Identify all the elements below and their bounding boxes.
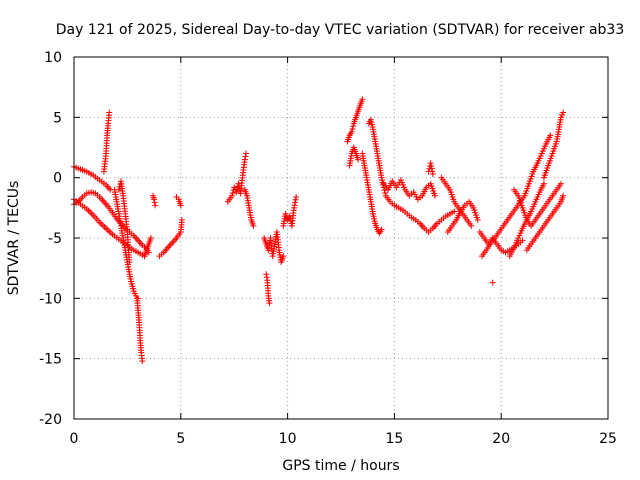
data-point — [139, 358, 146, 365]
y-axis-title: SDTVAR / TECUs — [6, 181, 22, 296]
data-point — [242, 150, 249, 157]
data-point — [126, 259, 133, 266]
data-point — [241, 156, 248, 163]
data-point — [382, 189, 389, 196]
data-point — [292, 199, 299, 206]
y-tick-label: -5 — [48, 231, 62, 247]
data-point — [151, 196, 158, 203]
y-tick-label: -15 — [39, 352, 62, 368]
y-tick-label: 0 — [53, 171, 62, 187]
chart-title: Day 121 of 2025, Sidereal Day-to-day VTE… — [56, 22, 625, 38]
data-point — [266, 300, 273, 307]
data-point — [177, 202, 184, 209]
y-tick-label: 5 — [53, 110, 62, 126]
data-point — [489, 279, 496, 286]
x-tick-label: 10 — [279, 431, 297, 447]
data-point — [151, 199, 158, 206]
data-point — [355, 156, 362, 163]
data-point — [115, 186, 122, 193]
data-point — [474, 216, 481, 223]
data-point — [348, 128, 355, 135]
data-point — [378, 226, 385, 233]
data-point — [428, 162, 435, 169]
grid-lines — [74, 57, 608, 419]
data-point — [263, 274, 270, 281]
data-point — [359, 96, 366, 103]
data-point — [429, 171, 436, 178]
data-point — [429, 168, 436, 175]
data-point — [242, 153, 249, 160]
data-point — [280, 253, 287, 260]
data-point — [428, 165, 435, 172]
data-point — [292, 196, 299, 203]
data-point — [106, 109, 113, 116]
data-point — [560, 109, 567, 116]
data-point — [468, 222, 475, 229]
data-point — [547, 132, 554, 139]
x-tick-label: 5 — [176, 431, 185, 447]
y-tick-label: -20 — [39, 412, 62, 428]
data-point — [147, 235, 154, 241]
data-point — [560, 192, 567, 199]
axis-ticks — [73, 56, 609, 420]
data-point — [540, 180, 547, 187]
data-point — [349, 125, 356, 132]
data-point — [451, 208, 458, 215]
x-tick-label: 25 — [599, 431, 617, 447]
x-axis-title: GPS time / hours — [282, 458, 399, 474]
data-point — [291, 204, 298, 211]
data-point — [291, 202, 298, 209]
data-points — [71, 96, 567, 365]
data-point — [431, 192, 438, 199]
data-point — [229, 189, 236, 196]
y-tick-label: -10 — [39, 291, 62, 307]
data-point — [519, 237, 526, 244]
x-tick-label: 15 — [385, 431, 403, 447]
data-point — [250, 222, 257, 229]
data-point — [152, 202, 159, 209]
data-point — [427, 160, 434, 167]
data-point — [263, 271, 270, 278]
data-point — [229, 192, 236, 199]
x-tick-labels: 0 5 10 15 20 25 — [70, 431, 617, 447]
data-point — [293, 193, 300, 200]
data-point — [233, 189, 240, 196]
y-tick-labels: -20 -15 -10 -5 0 5 10 — [39, 50, 62, 428]
y-tick-label: 10 — [44, 50, 62, 66]
data-point — [558, 180, 565, 187]
data-point — [178, 216, 185, 223]
x-tick-label: 20 — [492, 431, 510, 447]
x-tick-label: 0 — [70, 431, 79, 447]
data-point — [350, 123, 357, 130]
